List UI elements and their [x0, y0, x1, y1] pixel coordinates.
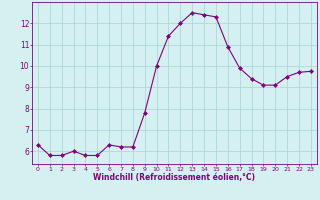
X-axis label: Windchill (Refroidissement éolien,°C): Windchill (Refroidissement éolien,°C)	[93, 173, 255, 182]
